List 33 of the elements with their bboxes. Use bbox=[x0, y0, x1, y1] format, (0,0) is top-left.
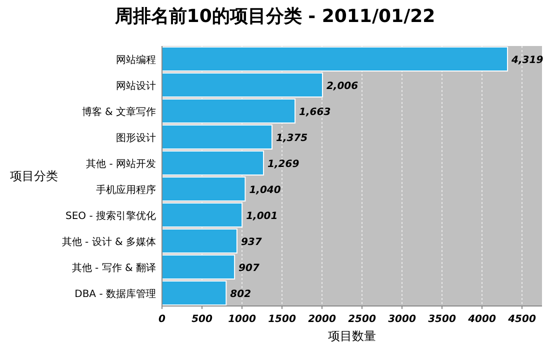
data-label: 1,269 bbox=[268, 159, 300, 170]
y-tick-label: 其他 - 设计 & 多媒体 bbox=[62, 236, 156, 248]
y-tick-label: 网站设计 bbox=[116, 80, 156, 92]
data-label: 4,319 bbox=[510, 55, 544, 66]
x-tick-label: 500 bbox=[192, 314, 212, 325]
data-label: 802 bbox=[230, 289, 252, 300]
y-tick-label: 其他 - 网站开发 bbox=[86, 158, 156, 170]
y-tick-label: 博客 & 文章写作 bbox=[82, 106, 156, 118]
chart-title: 周排名前10的项目分类 - 2011/01/22 bbox=[114, 6, 436, 27]
y-axis-title: 项目分类 bbox=[10, 169, 58, 183]
data-label: 1,040 bbox=[249, 185, 281, 196]
data-label: 1,375 bbox=[276, 133, 308, 144]
x-tick-label: 4500 bbox=[507, 314, 536, 325]
x-tick-label: 4000 bbox=[467, 314, 496, 325]
x-tick-label: 2000 bbox=[308, 314, 336, 325]
y-tick-label: DBA - 数据库管理 bbox=[74, 288, 156, 300]
data-label: 2,006 bbox=[326, 81, 358, 92]
x-tick-label: 3500 bbox=[428, 314, 456, 325]
x-tick-label: 1500 bbox=[268, 314, 296, 325]
x-tick-label: 1000 bbox=[228, 314, 256, 325]
y-tick-label: 其他 - 写作 & 翻译 bbox=[72, 262, 156, 274]
data-label: 1,663 bbox=[299, 107, 331, 118]
data-label: 907 bbox=[238, 263, 260, 274]
y-tick-label: 图形设计 bbox=[116, 132, 156, 144]
y-tick-label: 手机应用程序 bbox=[96, 184, 156, 196]
x-tick-label: 3000 bbox=[388, 314, 416, 325]
x-axis-title: 项目数量 bbox=[328, 329, 376, 343]
y-tick-label: SEO - 搜索引擎优化 bbox=[65, 210, 156, 222]
x-tick-label: 0 bbox=[158, 314, 166, 325]
y-tick-label: 网站编程 bbox=[116, 54, 156, 66]
data-label: 937 bbox=[240, 237, 262, 248]
x-tick-label: 2500 bbox=[348, 314, 376, 325]
data-label: 1,001 bbox=[246, 211, 278, 222]
